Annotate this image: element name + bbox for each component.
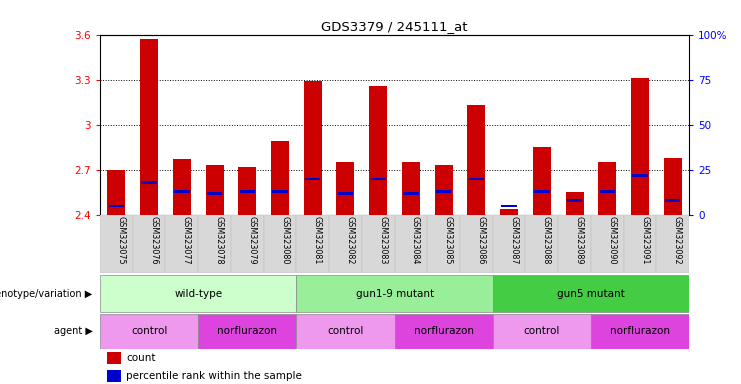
Bar	[239, 167, 256, 215]
Text: GSM323079: GSM323079	[247, 216, 256, 265]
Bar	[533, 147, 551, 215]
Text: GSM323077: GSM323077	[182, 216, 191, 265]
Bar	[664, 158, 682, 215]
Text: GSM323084: GSM323084	[411, 216, 420, 265]
Bar	[336, 162, 354, 215]
Bar	[100, 314, 199, 349]
Bar	[142, 181, 157, 184]
Bar	[632, 174, 648, 177]
Bar	[133, 215, 165, 273]
Text: GSM323092: GSM323092	[673, 216, 682, 265]
Bar	[231, 215, 264, 273]
Bar	[493, 314, 591, 349]
Bar	[165, 215, 199, 273]
Text: GSM323089: GSM323089	[574, 216, 584, 265]
Text: norflurazon: norflurazon	[610, 326, 670, 336]
Bar	[239, 190, 255, 193]
Bar	[205, 166, 224, 215]
Text: control: control	[328, 326, 364, 336]
Bar	[591, 314, 689, 349]
Bar	[109, 205, 124, 207]
Bar	[493, 275, 689, 312]
Bar	[305, 177, 320, 180]
Bar	[567, 199, 582, 202]
Text: GSM323076: GSM323076	[149, 216, 158, 265]
Bar	[296, 314, 395, 349]
Bar	[173, 159, 191, 215]
Bar	[107, 352, 121, 364]
Bar	[469, 177, 484, 180]
Bar	[304, 81, 322, 215]
Text: GSM323083: GSM323083	[378, 216, 388, 265]
Bar	[631, 78, 649, 215]
Bar	[100, 275, 296, 312]
Text: control: control	[131, 326, 167, 336]
Text: GSM323078: GSM323078	[215, 216, 224, 265]
Bar	[468, 105, 485, 215]
Bar	[100, 215, 133, 273]
Text: wild-type: wild-type	[174, 289, 222, 299]
Bar	[657, 215, 689, 273]
Bar	[199, 314, 296, 349]
Bar	[207, 192, 222, 195]
Bar	[403, 192, 419, 195]
Text: norflurazon: norflurazon	[217, 326, 277, 336]
Text: agent ▶: agent ▶	[54, 326, 93, 336]
Bar	[435, 166, 453, 215]
Bar	[296, 215, 329, 273]
Bar	[296, 275, 493, 312]
Bar	[271, 141, 289, 215]
Bar	[665, 199, 680, 202]
Bar	[565, 192, 584, 215]
Text: GSM323080: GSM323080	[280, 216, 289, 265]
Text: control: control	[524, 326, 560, 336]
Bar	[140, 39, 158, 215]
Text: GSM323075: GSM323075	[116, 216, 125, 265]
Bar	[370, 177, 386, 180]
Text: percentile rank within the sample: percentile rank within the sample	[126, 371, 302, 381]
Text: gun1-9 mutant: gun1-9 mutant	[356, 289, 433, 299]
Bar	[493, 215, 525, 273]
Bar	[500, 209, 518, 215]
Text: GSM323082: GSM323082	[345, 216, 354, 265]
Bar	[362, 215, 395, 273]
Bar	[591, 215, 624, 273]
Title: GDS3379 / 245111_at: GDS3379 / 245111_at	[322, 20, 468, 33]
Text: GSM323085: GSM323085	[444, 216, 453, 265]
Text: GSM323088: GSM323088	[542, 216, 551, 265]
Bar	[402, 162, 420, 215]
Bar	[174, 190, 190, 193]
Bar	[338, 192, 353, 195]
Text: count: count	[126, 353, 156, 363]
Text: gun5 mutant: gun5 mutant	[557, 289, 625, 299]
Bar	[369, 86, 388, 215]
Bar	[598, 162, 617, 215]
Bar	[428, 215, 460, 273]
Bar	[394, 215, 428, 273]
Bar	[534, 190, 550, 193]
Text: GSM323091: GSM323091	[640, 216, 649, 265]
Text: GSM323086: GSM323086	[476, 216, 485, 265]
Text: genotype/variation ▶: genotype/variation ▶	[0, 289, 93, 299]
Bar	[460, 215, 493, 273]
Bar	[107, 370, 121, 382]
Text: norflurazon: norflurazon	[413, 326, 473, 336]
Bar	[624, 215, 657, 273]
Bar	[199, 215, 231, 273]
Bar	[525, 215, 558, 273]
Text: GSM323087: GSM323087	[509, 216, 518, 265]
Bar	[395, 314, 493, 349]
Bar	[264, 215, 296, 273]
Bar	[599, 190, 615, 193]
Bar	[436, 190, 451, 193]
Text: GSM323090: GSM323090	[608, 216, 617, 265]
Bar	[107, 170, 125, 215]
Bar	[329, 215, 362, 273]
Bar	[273, 190, 288, 193]
Text: GSM323081: GSM323081	[313, 216, 322, 265]
Bar	[558, 215, 591, 273]
Bar	[502, 205, 516, 207]
